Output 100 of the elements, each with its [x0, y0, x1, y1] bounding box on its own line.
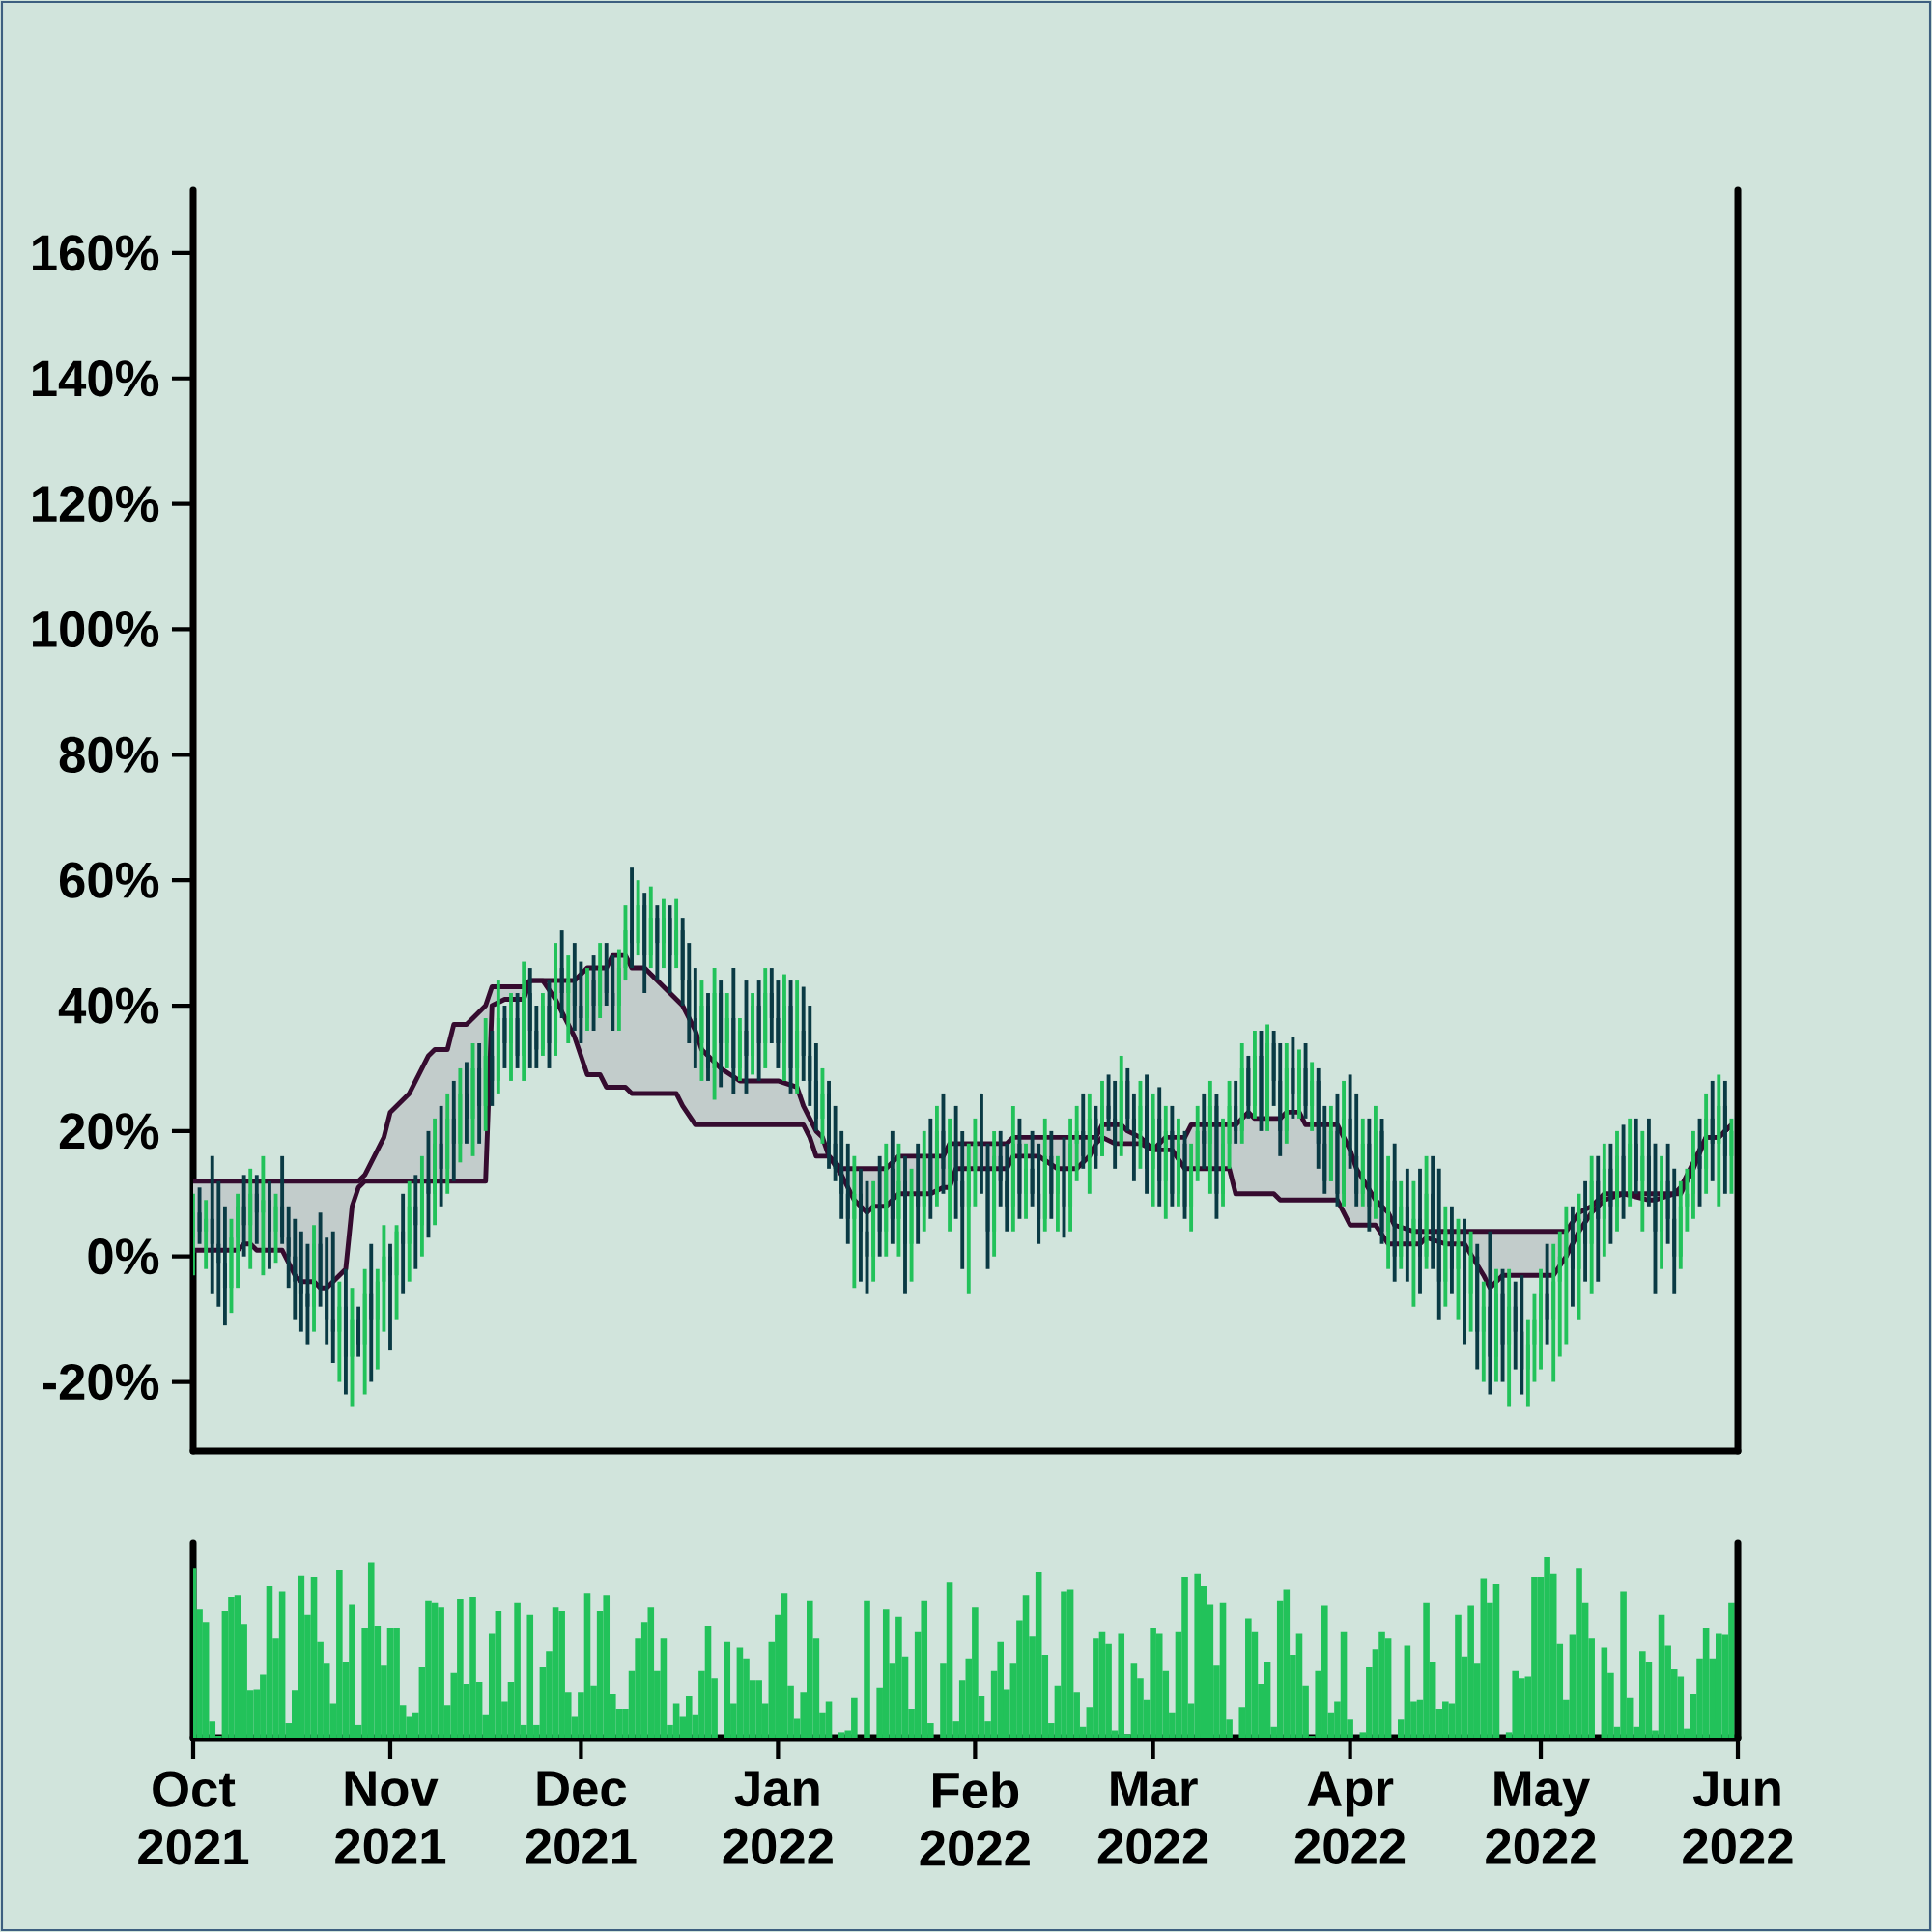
- candlestick: [375, 1268, 380, 1370]
- candlestick: [509, 993, 513, 1081]
- candlestick: [1042, 1118, 1047, 1232]
- candlestick: [928, 1118, 933, 1219]
- candlestick: [763, 968, 768, 1068]
- candlestick: [1119, 1055, 1123, 1156]
- candlestick: [298, 1231, 303, 1332]
- candlestick: [401, 1193, 406, 1294]
- candlestick: [1646, 1118, 1651, 1207]
- candlestick: [585, 968, 589, 1031]
- candlestick: [280, 1155, 285, 1244]
- candlestick: [337, 1281, 342, 1382]
- x-tick-label: May 2022: [1486, 1771, 1596, 1864]
- candlestick: [1145, 1074, 1150, 1194]
- candlestick: [356, 1306, 361, 1357]
- candlestick: [1024, 1143, 1028, 1219]
- candlestick: [1634, 1118, 1638, 1194]
- candlestick: [1729, 1118, 1734, 1194]
- candlestick: [890, 1130, 895, 1244]
- candlestick: [731, 968, 736, 1094]
- candlestick: [1189, 1143, 1194, 1232]
- candlestick: [394, 1225, 399, 1320]
- y-tick-label: 0%: [88, 1238, 159, 1275]
- candlestick: [483, 1018, 488, 1131]
- y-tick-label: 140%: [33, 360, 159, 397]
- candlestick: [953, 1105, 958, 1219]
- candlestick: [1354, 1093, 1359, 1207]
- candlestick: [254, 1175, 259, 1244]
- candlestick: [464, 1062, 469, 1144]
- candlestick: [909, 1168, 914, 1282]
- y-tick-label: 60%: [59, 862, 159, 898]
- candlestick: [1418, 1168, 1422, 1294]
- candlestick: [1449, 1206, 1454, 1294]
- candlestick: [496, 980, 500, 1094]
- candlestick: [1074, 1105, 1079, 1181]
- candlestick: [693, 968, 697, 1068]
- candlestick: [515, 993, 520, 1068]
- candlestick: [598, 943, 603, 1018]
- candlestick: [1017, 1118, 1022, 1219]
- candlestick: [192, 1193, 195, 1276]
- candlestick: [1278, 1042, 1283, 1156]
- x-tick-label: Feb 2022: [920, 1771, 1030, 1866]
- candlestick: [242, 1175, 246, 1257]
- candlestick: [407, 1180, 412, 1282]
- candlestick: [1316, 1067, 1321, 1169]
- candlestick: [591, 955, 596, 1031]
- candlestick: [801, 986, 806, 1081]
- candlestick: [1100, 1080, 1104, 1156]
- candlestick: [877, 1155, 882, 1257]
- candlestick: [318, 1212, 323, 1307]
- candlestick: [1710, 1080, 1715, 1181]
- candlestick: [833, 1105, 838, 1181]
- candlestick: [1532, 1293, 1537, 1382]
- candlestick: [572, 943, 577, 1031]
- candlestick: [782, 974, 786, 1081]
- candlestick: [261, 1155, 266, 1276]
- candlestick: [1488, 1231, 1492, 1395]
- candlestick: [1322, 1105, 1327, 1194]
- candlestick: [845, 1143, 850, 1244]
- candlestick: [636, 880, 640, 956]
- candlestick: [648, 886, 653, 969]
- candlestick: [216, 1180, 221, 1307]
- candlestick: [1049, 1130, 1054, 1219]
- candlestick: [1037, 1143, 1041, 1244]
- candlestick: [1494, 1268, 1498, 1382]
- candlestick: [884, 1143, 889, 1257]
- candlestick: [273, 1193, 278, 1264]
- candlestick: [616, 949, 621, 1031]
- candlestick: [1399, 1180, 1404, 1269]
- candlestick: [998, 1130, 1003, 1207]
- candlestick: [1628, 1118, 1633, 1207]
- candlestick: [1068, 1118, 1073, 1232]
- candlestick: [724, 993, 729, 1068]
- candlestick: [1081, 1093, 1086, 1169]
- candlestick: [1214, 1093, 1219, 1219]
- candlestick: [966, 1143, 971, 1294]
- candlestick: [1284, 1042, 1289, 1144]
- candlestick: [1182, 1130, 1187, 1219]
- candlestick: [1386, 1155, 1391, 1269]
- candlestick: [534, 1006, 539, 1068]
- candlestick: [1310, 1062, 1315, 1131]
- candlestick: [1328, 1105, 1333, 1181]
- candlestick: [1665, 1143, 1670, 1244]
- x-tick-label: Jun 2022: [1683, 1771, 1793, 1864]
- candlestick: [1297, 1049, 1301, 1119]
- candlestick: [1564, 1206, 1569, 1345]
- candlestick: [1436, 1168, 1441, 1320]
- x-tick-label: Mar 2022: [1097, 1771, 1208, 1864]
- candlestick: [852, 1155, 857, 1289]
- candlestick: [820, 1067, 825, 1144]
- candlestick: [1602, 1143, 1606, 1257]
- y-tick-label: 40%: [58, 987, 159, 1024]
- candlestick: [973, 1118, 978, 1207]
- candlestick: [197, 1187, 202, 1244]
- candlestick: [1208, 1080, 1212, 1194]
- candlestick: [1271, 1030, 1276, 1106]
- candlestick: [655, 905, 660, 981]
- candlestick: [1551, 1243, 1556, 1382]
- candlestick: [1583, 1180, 1588, 1282]
- candlestick: [1685, 1168, 1690, 1232]
